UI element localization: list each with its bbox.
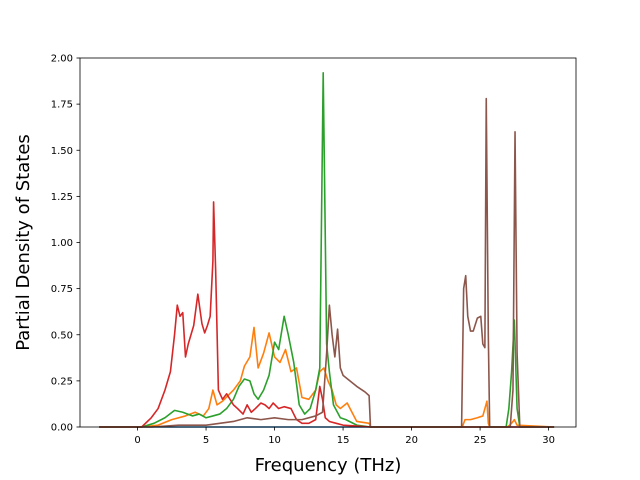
x-tick-label: 15 (337, 435, 350, 446)
y-tick-label: 1.75 (51, 100, 73, 111)
y-tick-label: 2.00 (51, 54, 73, 65)
y-tick-label: 1.00 (51, 238, 73, 249)
x-tick-label: 10 (268, 435, 281, 446)
series-line-5 (99, 97, 555, 428)
x-axis-ticks: 0 5 10 15 20 25 30 (134, 427, 555, 446)
x-tick-label: 30 (542, 435, 555, 446)
y-tick-label: 1.50 (51, 146, 73, 157)
x-tick-label: 25 (474, 435, 487, 446)
y-tick-label: 0.50 (51, 330, 73, 341)
x-axis-label: Frequency (THz) (255, 455, 402, 476)
series-line-2 (99, 326, 555, 428)
x-tick-label: 5 (203, 435, 209, 446)
y-tick-label: 1.25 (51, 192, 73, 203)
y-axis-label: Partial Density of States (13, 134, 34, 351)
series-line-4 (99, 201, 555, 428)
y-axis-ticks: 0.00 0.25 0.50 0.75 1.00 1.25 1.50 1.75 2.00 (51, 54, 80, 434)
y-tick-label: 0.75 (51, 284, 73, 295)
y-tick-label: 0.00 (51, 423, 73, 434)
y-tick-label: 0.25 (51, 376, 73, 387)
x-tick-label: 20 (405, 435, 418, 446)
x-tick-label: 0 (134, 435, 140, 446)
